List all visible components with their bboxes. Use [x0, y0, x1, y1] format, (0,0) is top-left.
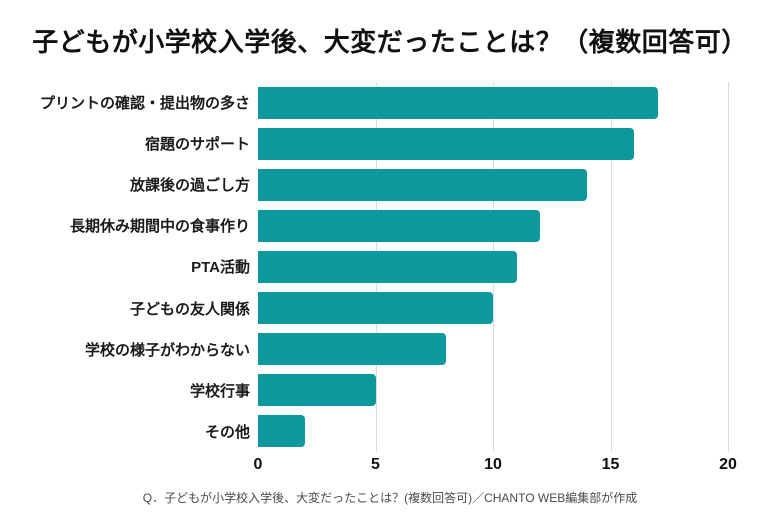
category-label: 長期休み期間中の食事作り — [69, 218, 250, 236]
plot-area — [258, 82, 729, 452]
bar — [258, 168, 587, 201]
bar — [258, 86, 658, 119]
x-tick-label: 15 — [601, 456, 620, 473]
bar — [258, 127, 634, 160]
category-label: 学校行事 — [189, 382, 250, 400]
x-tick-label: 20 — [719, 456, 737, 473]
bar-row — [258, 411, 728, 452]
x-tick-label: 0 — [253, 456, 263, 473]
bar-row — [258, 246, 728, 287]
bar — [258, 374, 376, 407]
category-label: その他 — [204, 423, 250, 441]
bar-row — [258, 288, 728, 329]
bar-row — [258, 205, 728, 246]
bar — [258, 292, 493, 325]
category-label: プリントの確認・提出物の多さ — [39, 95, 250, 113]
gridline — [610, 82, 612, 452]
x-tick-label: 10 — [484, 456, 502, 473]
category-axis: プリントの確認・提出物の多さ宿題のサポート放課後の過ごし方長期休み期間中の食事作… — [0, 82, 250, 452]
x-tick-label: 5 — [371, 456, 380, 473]
gridline — [728, 82, 729, 452]
category-label: 放課後の過ごし方 — [129, 177, 250, 195]
bar — [258, 209, 540, 242]
bar-series — [258, 82, 728, 452]
category-label: 子どもの友人関係 — [129, 300, 250, 318]
bar-row — [258, 123, 728, 164]
chart-title: 子どもが小学校入学後、大変だったことは？（複数回答可） — [32, 27, 748, 57]
source-caption: Q．子どもが小学校入学後、大変だったことは？(複数回答可)／CHANTO WEB… — [142, 491, 638, 505]
bar-row — [258, 370, 728, 411]
category-label: 学校の様子がわからない — [84, 341, 250, 359]
bar-row — [258, 329, 728, 370]
bar-row — [258, 164, 728, 205]
category-label: 宿題のサポート — [144, 136, 250, 154]
bar-row — [258, 82, 728, 123]
bar — [258, 250, 517, 283]
bar — [258, 415, 305, 448]
category-label: PTA活動 — [191, 259, 250, 277]
bar — [258, 333, 446, 366]
